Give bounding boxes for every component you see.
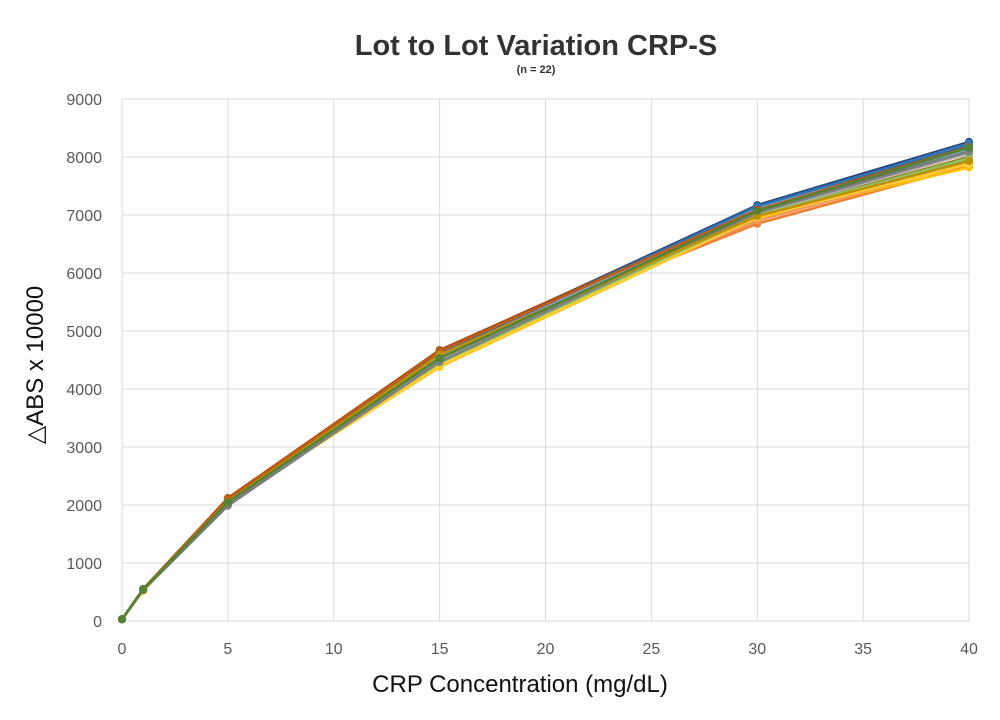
y-tick-label: 5000: [66, 324, 102, 341]
y-tick-label: 2000: [66, 498, 102, 515]
series-lines: [118, 137, 973, 624]
y-tick-label: 7000: [66, 208, 102, 225]
y-tick-label: 6000: [66, 266, 102, 283]
data-point: [139, 585, 148, 594]
y-tick-label: 4000: [66, 382, 102, 399]
y-tick-labels: 0 1000 2000 3000 4000 5000 6000 7000 8000 9000: [66, 92, 102, 631]
x-tick-label: 30: [748, 641, 766, 658]
y-tick-label: 8000: [66, 150, 102, 167]
x-tick-label: 10: [325, 641, 343, 658]
x-tick-label: 25: [642, 641, 660, 658]
x-tick-labels: 0 5 10 15 20 25 30 35 40: [118, 641, 978, 658]
data-point: [435, 354, 444, 363]
x-tick-label: 20: [537, 641, 555, 658]
data-point: [965, 143, 973, 152]
y-axis-label: △ABS x 10000: [22, 286, 49, 445]
x-axis-label: CRP Concentration (mg/dL): [372, 671, 668, 698]
y-tick-label: 1000: [66, 556, 102, 573]
series-22: [118, 143, 973, 624]
x-tick-label: 0: [118, 641, 127, 658]
x-tick-label: 15: [431, 641, 449, 658]
data-point: [223, 498, 232, 507]
y-tick-label: 0: [93, 614, 102, 631]
x-tick-label: 5: [223, 641, 232, 658]
data-point: [753, 206, 762, 215]
data-point: [118, 615, 126, 624]
y-tick-label: 9000: [66, 92, 102, 109]
grid-lines: [121, 98, 970, 622]
y-tick-label: 3000: [66, 440, 102, 457]
series-line: [120, 146, 970, 621]
x-tick-label: 40: [960, 641, 978, 658]
chart-subtitle: (n = 22): [516, 64, 556, 76]
data-point: [965, 157, 973, 166]
chart-title: Lot to Lot Variation CRP-S: [354, 30, 718, 62]
x-tick-label: 35: [854, 641, 872, 658]
